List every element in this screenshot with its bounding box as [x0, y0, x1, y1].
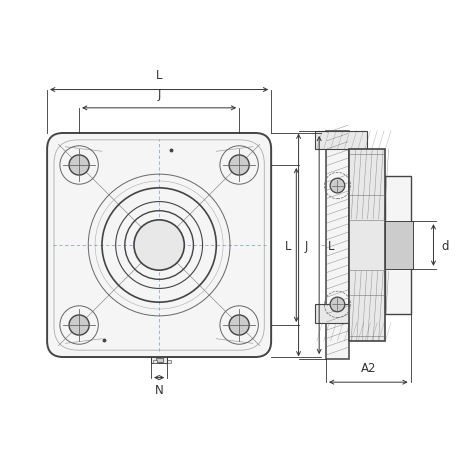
- Bar: [151, 357, 167, 363]
- Circle shape: [69, 156, 89, 176]
- Bar: [167, 360, 170, 363]
- Bar: [153, 360, 157, 363]
- Circle shape: [330, 179, 344, 193]
- Bar: [155, 358, 162, 362]
- Bar: [314, 305, 366, 323]
- Text: L: L: [327, 239, 333, 252]
- Circle shape: [229, 315, 249, 336]
- Bar: [348, 150, 385, 341]
- Text: N: N: [154, 383, 163, 396]
- Text: L: L: [156, 69, 162, 82]
- FancyBboxPatch shape: [47, 134, 270, 357]
- Bar: [385, 222, 412, 269]
- Bar: [314, 131, 366, 150]
- Text: J: J: [304, 239, 307, 252]
- Bar: [325, 131, 348, 359]
- Text: J: J: [157, 87, 161, 101]
- Circle shape: [69, 315, 89, 336]
- Text: L: L: [284, 239, 291, 252]
- Text: A2: A2: [360, 361, 375, 374]
- Circle shape: [134, 220, 184, 270]
- Bar: [385, 177, 410, 314]
- Circle shape: [330, 297, 344, 312]
- Circle shape: [229, 156, 249, 176]
- Text: d: d: [441, 239, 448, 252]
